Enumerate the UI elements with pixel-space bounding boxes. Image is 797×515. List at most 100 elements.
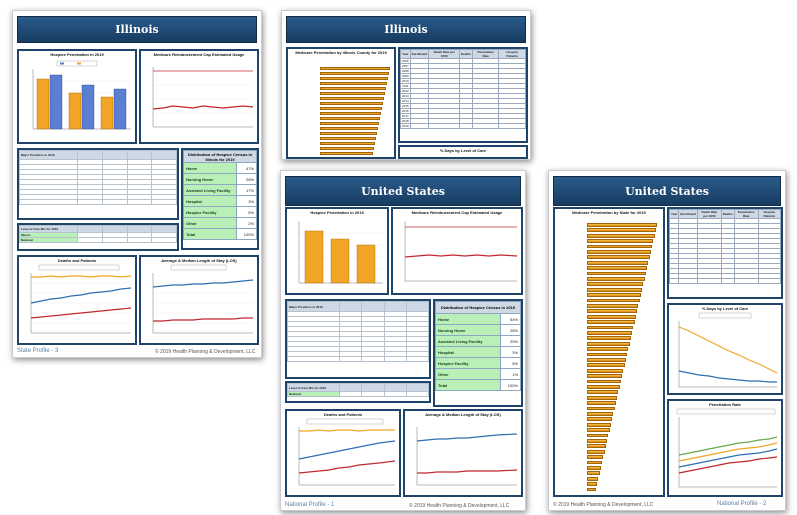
bar	[587, 476, 599, 481]
level-of-care-table: Level of Care Mix for 2019 National	[287, 383, 429, 397]
reimbursement-chart	[404, 221, 518, 282]
column-header: Year	[669, 209, 680, 219]
table-row: Other 2%	[183, 217, 257, 229]
column-header: Deaths	[720, 209, 735, 219]
bar	[587, 358, 626, 362]
bar	[320, 67, 390, 70]
bar	[587, 401, 616, 406]
bar	[320, 97, 384, 100]
bar	[587, 444, 606, 449]
series-line	[678, 370, 777, 383]
bar	[320, 142, 375, 145]
series-line	[31, 275, 132, 278]
national-year-table-panel: Year Enrollment Death Rate per 1000 Deat…	[667, 207, 783, 299]
copyright: © 2019 Health Planning & Development, LL…	[155, 349, 256, 355]
copyright: © 2019 Health Planning & Development, LL…	[553, 502, 654, 508]
bar	[49, 74, 63, 130]
bar	[587, 304, 639, 308]
panel-title: Average & Median Length of Stay (LOS)	[425, 412, 501, 417]
bar	[587, 314, 636, 319]
national-profile-page: United States Hospice Penetration in 201…	[280, 170, 526, 511]
series-line	[152, 279, 254, 288]
bar	[587, 433, 609, 438]
los-chart	[152, 264, 254, 334]
series-line	[298, 460, 396, 474]
bar	[320, 107, 382, 110]
table-row: Other 1%	[435, 368, 521, 380]
county-penetration-panel: Medicare Penetration by Illinois County …	[286, 47, 396, 159]
series-line	[299, 429, 395, 432]
bar	[587, 255, 650, 260]
table-row: Home 54%	[435, 313, 521, 325]
table-row: Hospice Facility 5%	[435, 357, 521, 369]
bar	[320, 82, 387, 85]
column-header: Major Providers in 2019	[287, 301, 340, 312]
bar	[320, 137, 376, 140]
page-title: United States	[553, 176, 781, 206]
column-header: Hospice Patients	[498, 49, 526, 59]
table-row: Total 100%	[183, 228, 257, 240]
column-header: Enrollment	[678, 209, 699, 219]
copyright: © 2019 Health Planning & Development, LL…	[409, 503, 510, 509]
series-line	[678, 456, 778, 474]
series-line	[30, 307, 132, 319]
level-of-care-table: Level of Care Mix for 2019 Illinois Nati…	[19, 225, 177, 243]
panel-title: Hospice Penetration in 2019	[50, 52, 104, 57]
deaths-patients-chart	[298, 418, 396, 486]
column-header: Hospice Patients	[757, 209, 781, 219]
series-line	[153, 317, 253, 322]
bar	[320, 112, 381, 115]
bar	[587, 239, 654, 244]
distribution-table: Distribution of Hospice Census in 2019 H…	[435, 301, 521, 391]
bar	[100, 96, 114, 130]
bar	[320, 147, 374, 150]
column-header: Major Providers in 2019	[19, 150, 78, 160]
table-row: National	[19, 237, 177, 243]
bar	[320, 92, 385, 95]
national-profile-page-2: United States Medicare Penetration by St…	[548, 170, 786, 511]
table-row: 2019	[400, 123, 526, 129]
major-providers-panel: Major Providers in 2019	[285, 299, 431, 379]
table-row: 2009	[400, 73, 526, 79]
bar	[587, 417, 612, 422]
bar	[587, 390, 619, 395]
bar	[587, 385, 620, 389]
bar	[36, 78, 50, 130]
providers-table: Major Providers in 2019	[287, 301, 429, 362]
providers-table: Major Providers in 2019	[19, 150, 177, 205]
bar	[320, 127, 378, 130]
county-bar-chart	[288, 63, 394, 157]
panel-title: Deaths and Patients	[57, 258, 97, 263]
panel-title: Deaths and Patients	[323, 412, 363, 417]
penetration-rate-panel: Penetration Rate	[667, 399, 783, 497]
distribution-title: Distribution of Hospice Census in 2019	[435, 301, 521, 314]
bar	[587, 293, 641, 298]
bar	[587, 422, 611, 427]
page-title: Illinois	[286, 16, 526, 43]
column-header: Death Rate per 1000	[697, 209, 722, 219]
los-panel: Average & Median Length of Stay (LOS)	[139, 255, 259, 345]
bar	[587, 282, 644, 287]
page-title: Illinois	[17, 16, 257, 43]
bar	[587, 471, 600, 476]
bar	[113, 88, 127, 130]
state-year-table: Year Enrollment Death Rate per 1000 Deat…	[400, 49, 526, 129]
table-row: National	[287, 391, 429, 397]
bar	[587, 223, 657, 227]
table-row: Nursing Home 26%	[183, 173, 257, 185]
bar	[81, 84, 95, 130]
bar	[587, 363, 625, 368]
bar	[587, 455, 604, 460]
hospice-penetration-panel: Hospice Penetration in 2019	[17, 49, 137, 144]
days-by-level-panel: % Days by Level of Care	[667, 303, 783, 395]
bar	[587, 482, 597, 487]
table-row: Hospital 3%	[435, 346, 521, 358]
bar	[587, 341, 630, 346]
bar	[587, 347, 629, 352]
table-row: 2007	[400, 63, 526, 69]
bar	[587, 271, 646, 276]
state-penetration-panel: Medicare Penetration by State for 2019	[553, 207, 665, 497]
bar	[320, 152, 373, 155]
column-header: Level of Care Mix for 2019	[287, 383, 340, 392]
bar	[587, 233, 655, 238]
